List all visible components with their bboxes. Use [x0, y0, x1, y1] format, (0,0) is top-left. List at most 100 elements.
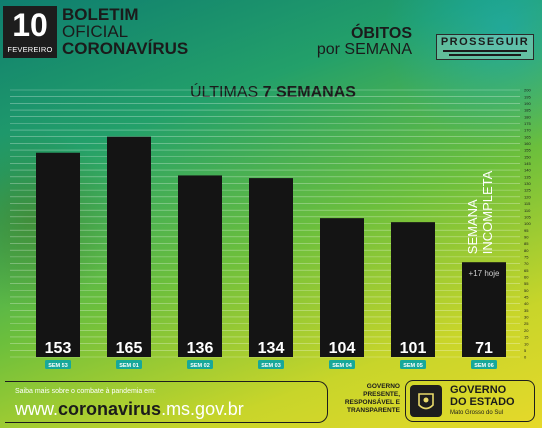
- obitos-heading: ÓBITOS por SEMANA: [317, 26, 412, 58]
- y-tick-label: 140: [524, 168, 531, 173]
- obitos-line-2: por SEMANA: [316, 41, 412, 58]
- y-tick-label: 155: [524, 148, 531, 153]
- y-tick-label: 125: [524, 188, 531, 193]
- gov-logo: GOVERNO DO ESTADO Mato Grosso do Sul: [405, 380, 535, 422]
- obitos-line-1: ÓBITOS: [350, 25, 412, 42]
- gov-motto-line: PRESENTE,: [363, 391, 400, 398]
- url-bold: coronavirus: [58, 399, 162, 419]
- bar-value-label: 104: [329, 340, 356, 357]
- y-tick-label: 45: [524, 295, 529, 300]
- footer-info-text: Saiba mais sobre o combate à pandemia em…: [15, 388, 156, 395]
- footer: Saiba mais sobre o combate à pandemia em…: [0, 377, 542, 428]
- gov-motto-line: TRANSPARENTE: [347, 407, 400, 414]
- y-tick-label: 5: [524, 348, 527, 353]
- logo-stripe: [443, 50, 527, 52]
- footer-url[interactable]: www.coronavirus.ms.gov.br: [15, 399, 244, 420]
- bulletin-title: BOLETIM OFICIAL CORONAVÍRUS: [62, 6, 188, 57]
- y-tick-label: 145: [524, 161, 531, 166]
- bar: [249, 178, 293, 357]
- category-label: SEM 02: [190, 363, 210, 369]
- y-tick-label: 30: [524, 315, 529, 320]
- y-tick-label: 10: [524, 341, 529, 346]
- title-line-1: BOLETIM: [62, 5, 139, 24]
- gov-motto-line: RESPONSÁVEL E: [344, 399, 400, 406]
- gov-name-line-2: DO ESTADO: [450, 396, 515, 408]
- y-tick-label: 40: [524, 301, 529, 306]
- bar-value-label: 71: [475, 340, 493, 357]
- annotation-incomplete-line2: INCOMPLETA: [480, 170, 495, 254]
- y-tick-label: 55: [524, 281, 529, 286]
- y-tick-label: 100: [524, 221, 531, 226]
- y-tick-label: 85: [524, 241, 529, 246]
- annotation-today: +17 hoje: [469, 269, 500, 278]
- y-tick-label: 65: [524, 268, 529, 273]
- y-tick-label: 195: [524, 94, 531, 99]
- y-tick-label: 80: [524, 248, 529, 253]
- category-label-bg: [471, 360, 497, 369]
- y-tick-label: 25: [524, 321, 529, 326]
- bar: [107, 136, 151, 357]
- y-tick-label: 20: [524, 328, 529, 333]
- gov-motto-line: GOVERNO: [366, 383, 400, 390]
- y-tick-label: 0: [524, 355, 527, 360]
- date-month: FEVEREIRO: [7, 45, 53, 54]
- y-tick-label: 185: [524, 108, 531, 113]
- gov-motto: GOVERNO PRESENTE, RESPONSÁVEL E TRANSPAR…: [338, 383, 400, 415]
- y-tick-label: 35: [524, 308, 529, 313]
- y-tick-label: 175: [524, 121, 531, 126]
- y-tick-label: 170: [524, 128, 531, 133]
- state-emblem-icon: [410, 385, 442, 417]
- bar: [36, 152, 80, 357]
- y-tick-label: 150: [524, 154, 531, 159]
- logo-stripe: [449, 54, 521, 56]
- category-label: SEM 06: [474, 363, 494, 369]
- bar-value-label: 153: [45, 340, 72, 357]
- date-day: 10: [12, 7, 48, 43]
- category-label-bg: [187, 360, 213, 369]
- y-tick-label: 95: [524, 228, 529, 233]
- y-tick-label: 190: [524, 101, 531, 106]
- bar-value-label: 101: [400, 340, 427, 357]
- gov-name-line-1: GOVERNO: [450, 384, 507, 396]
- y-tick-label: 60: [524, 275, 529, 280]
- prosseguir-logo: PROSSEGUIR: [436, 34, 534, 60]
- category-label: SEM 53: [48, 363, 68, 369]
- category-label-bg: [116, 360, 142, 369]
- url-prefix: www.: [15, 399, 59, 419]
- chart-title-prefix: ÚLTIMAS: [190, 84, 263, 101]
- bar: [391, 222, 435, 357]
- y-tick-label: 50: [524, 288, 529, 293]
- category-label-bg: [400, 360, 426, 369]
- category-label: SEM 04: [332, 363, 353, 369]
- y-tick-label: 180: [524, 114, 531, 119]
- category-label: SEM 01: [119, 363, 139, 369]
- y-tick-label: 15: [524, 335, 529, 340]
- title-line-3: CORONAVÍRUS: [62, 39, 189, 58]
- bar: [178, 175, 222, 357]
- y-tick-label: 105: [524, 214, 531, 219]
- y-tick-label: 130: [524, 181, 531, 186]
- gov-state: Mato Grosso do Sul: [450, 410, 504, 416]
- category-label: SEM 03: [261, 363, 281, 369]
- chart-title-bold: 7 SEMANAS: [262, 84, 356, 101]
- footer-url-box: Saiba mais sobre o combate à pandemia em…: [5, 381, 328, 423]
- y-tick-label: 110: [524, 208, 531, 213]
- y-tick-label: 75: [524, 254, 529, 259]
- y-tick-label: 135: [524, 174, 531, 179]
- prosseguir-logo-text: PROSSEGUIR: [440, 36, 530, 48]
- category-label-bg: [329, 360, 355, 369]
- y-tick-label: 90: [524, 234, 529, 239]
- title-line-2: OFICIAL: [62, 22, 129, 41]
- category-label: SEM 05: [403, 363, 423, 369]
- y-tick-label: 70: [524, 261, 529, 266]
- bar: [462, 262, 506, 357]
- y-tick-label: 165: [524, 134, 531, 139]
- annotation-incomplete-line1: SEMANA: [465, 199, 480, 254]
- date-badge: 10 FEVEREIRO: [3, 6, 57, 58]
- y-tick-label: 115: [524, 201, 531, 206]
- bar: [320, 218, 364, 357]
- bar-value-label: 134: [258, 340, 285, 357]
- url-suffix: .ms.gov.br: [161, 399, 244, 419]
- y-tick-label: 120: [524, 194, 531, 199]
